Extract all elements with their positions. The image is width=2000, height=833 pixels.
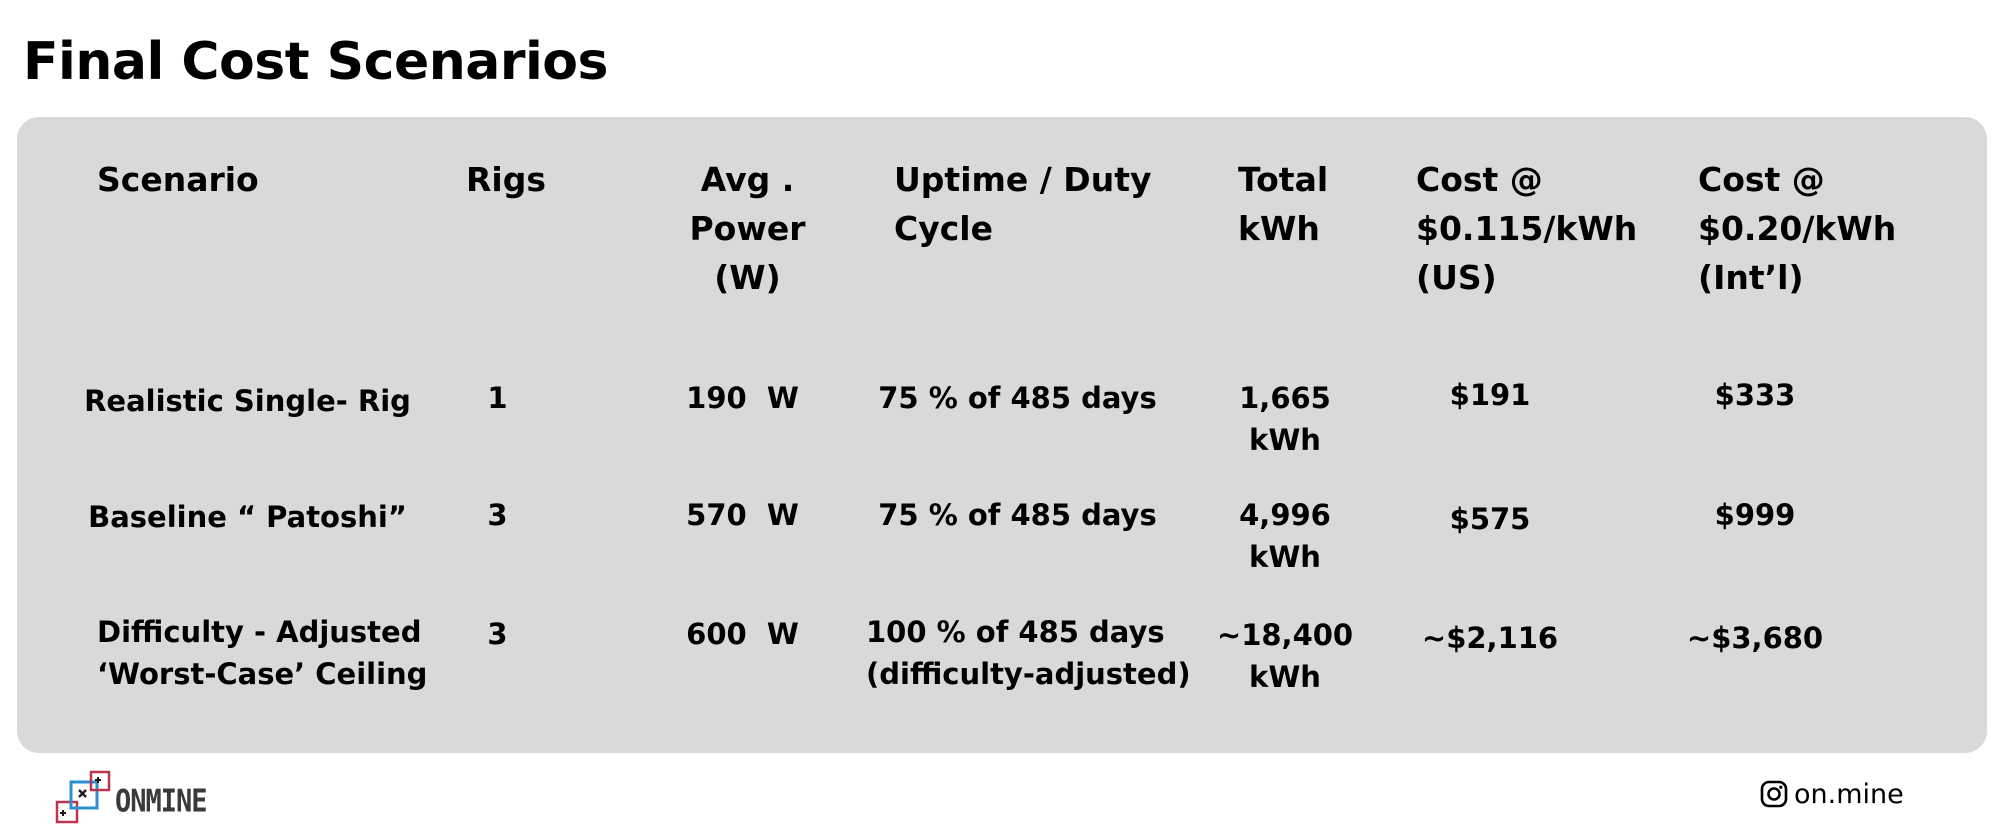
header-line: (W) [714,258,781,297]
header-line: kWh [1238,209,1320,248]
row2-rigs: 3 [487,498,508,532]
row3-rigs: 3 [487,617,508,651]
header-line: Scenario [97,160,259,199]
row1-cost-intl: $333 [1714,378,1796,412]
instagram-icon [1760,780,1788,808]
header-cost-us: Cost @ $0.115/kWh (US) [1416,155,1637,302]
row1-total-kwh: 1,665 kWh [1190,377,1380,461]
social-handle-text: on.mine [1794,778,1904,810]
row2-cost-us: $575 [1449,502,1531,536]
row3-uptime: 100 % of 485 days (difficulty-adjusted) [866,611,1211,695]
header-scenario: Scenario [97,155,259,204]
row3-cost-us: ~$2,116 [1421,621,1559,655]
row1-avg-power: 190 W [686,381,799,415]
header-uptime: Uptime / Duty Cycle [894,155,1151,253]
header-cost-intl: Cost @ $0.20/kWh (Int’l) [1698,155,1896,302]
header-line: Power [689,209,806,248]
header-line: $0.115/kWh [1416,209,1638,248]
cell-line: 100 % of 485 days [866,615,1165,649]
header-avg-power: Avg . Power (W) [640,155,855,302]
row2-total-kwh: 4,996 kWh [1190,494,1380,578]
cell-line: Realistic Single- Rig [84,384,411,418]
row3-total-kwh: ~18,400 kWh [1190,614,1380,698]
row3-cost-intl: ~$3,680 [1686,621,1824,655]
cell-line: Difficulty - Adjusted [97,615,422,649]
header-line: (Int’l) [1698,258,1804,297]
page-title: Final Cost Scenarios [23,32,608,92]
cell-line: kWh [1249,423,1321,457]
header-line: Cost @ [1416,160,1543,199]
logo-text: ONMINE [115,784,208,820]
row1-uptime: 75 % of 485 days [845,377,1190,419]
header-line: $0.20/kWh [1698,209,1897,248]
header-total-kwh: Total kWh [1238,155,1328,253]
header-line: Cycle [894,209,993,248]
row3-avg-power: 600 W [686,617,799,651]
cell-line: 75 % of 485 days [878,498,1157,532]
onmine-logo: ONMINE [55,770,265,826]
cell-line: (difficulty-adjusted) [866,657,1191,691]
row2-cost-intl: $999 [1714,498,1796,532]
cell-line: 75 % of 485 days [878,381,1157,415]
header-line: Cost @ [1698,160,1825,199]
table-panel [17,117,1987,753]
header-line: Rigs [466,160,546,199]
header-line: Uptime / Duty [894,160,1152,199]
cell-line: ~18,400 [1216,618,1354,652]
onmine-squares-logo-icon [55,770,111,824]
row2-uptime: 75 % of 485 days [845,494,1190,536]
row2-avg-power: 570 W [686,498,799,532]
row2-scenario: Baseline “ Patoshi” [60,496,435,538]
cell-line: 4,996 [1239,498,1331,532]
header-line: Total [1238,160,1329,199]
cell-line: kWh [1249,540,1321,574]
row1-cost-us: $191 [1449,378,1531,412]
social-handle: on.mine [1760,774,1904,814]
row1-rigs: 1 [487,381,508,415]
header-line: (US) [1416,258,1497,297]
row1-scenario: Realistic Single- Rig [60,380,435,422]
header-rigs: Rigs [466,155,546,204]
row3-scenario: Difficulty - Adjusted ‘Worst-Case’ Ceili… [97,611,472,695]
cell-line: Baseline “ Patoshi” [88,500,407,534]
cell-line: ‘Worst-Case’ Ceiling [97,657,428,691]
cell-line: kWh [1249,660,1321,694]
cell-line: 1,665 [1239,381,1331,415]
header-line: Avg . [700,160,795,199]
